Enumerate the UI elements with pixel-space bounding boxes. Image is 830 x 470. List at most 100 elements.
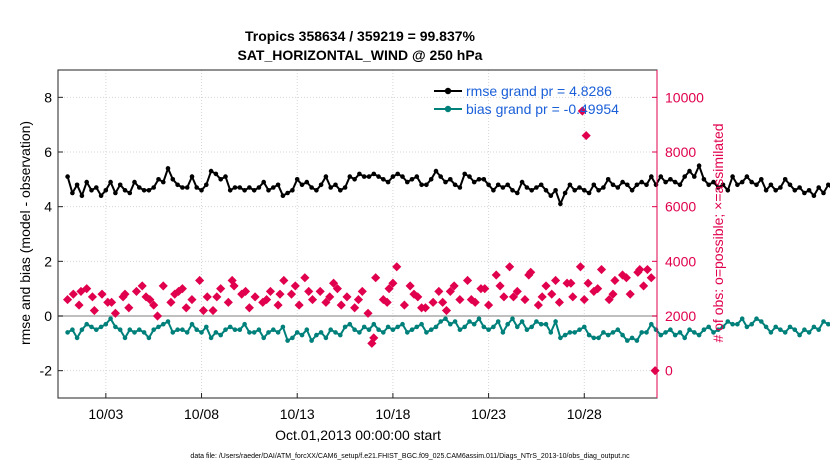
obs-count-point-13: [152, 311, 163, 321]
rmse-point-52: [314, 188, 319, 193]
tick-labels: 10/03 10/08 10/13 10/18 10/23 10/28 -2 0 2 4 6 8 0 20…: [40, 89, 705, 422]
rmse-point-89: [491, 188, 496, 193]
obs-count-point-23: [223, 297, 233, 307]
bias-point-115: [615, 327, 621, 333]
bias-point-60: [352, 327, 357, 333]
bias-point-128: [677, 330, 683, 335]
obs-count-point-96: [262, 295, 272, 305]
bias-point-73: [414, 324, 420, 330]
bias-point-23: [175, 327, 180, 333]
rmse-point-72: [409, 177, 415, 182]
obs-count-point-118: [579, 295, 589, 305]
rmse-point-46: [285, 190, 290, 196]
x-tick-label-2: 10/13: [280, 406, 315, 422]
rmse-point-147: [768, 182, 774, 188]
y-tick-label-0: -2: [40, 363, 53, 379]
rmse-point-11: [117, 182, 123, 188]
obs-count-point-30: [273, 300, 283, 310]
bias-point-139: [730, 321, 735, 327]
bias-point-102: [553, 319, 558, 324]
obs-count-point-101: [332, 284, 342, 294]
rmse-point-71: [405, 179, 410, 185]
bias-point-94: [515, 324, 520, 330]
rmse-point-122: [649, 174, 654, 179]
bias-point-10: [113, 324, 118, 330]
bias-point-130: [687, 327, 692, 333]
rmse-point-118: [629, 188, 635, 193]
rmse-point-109: [586, 190, 592, 196]
bias-point-21: [165, 319, 171, 324]
bias-point-97: [529, 324, 534, 330]
rmse-point-110: [591, 182, 597, 188]
bias-point-70: [400, 321, 405, 327]
y-tick-label-3: 4: [44, 199, 52, 215]
rmse-point-132: [696, 163, 702, 168]
rmse-point-24: [180, 185, 185, 190]
rmse-point-35: [232, 185, 238, 190]
rmse-point-151: [787, 182, 793, 188]
data-file-footer: data file: /Users/raeder/DAI/ATM_forcXX/…: [190, 453, 630, 460]
obs-count-point-88: [141, 292, 151, 302]
bias-point-105: [567, 330, 573, 335]
rmse-point-150: [782, 177, 788, 182]
obs-count-point-10: [131, 286, 142, 296]
obs-count-point-92: [198, 305, 209, 316]
obs-count-point-34: [300, 273, 310, 283]
axes: [57, 69, 658, 399]
bias-point-113: [605, 332, 611, 338]
bias-point-103: [558, 335, 563, 341]
obs-count-point-108: [438, 297, 448, 307]
obs-count-point-100: [325, 292, 335, 302]
bias-point-134: [706, 324, 711, 330]
obs-count-point-76: [596, 264, 607, 275]
rmse-point-54: [323, 174, 329, 179]
legend-bias-marker: [444, 105, 452, 113]
rmse-point-121: [644, 182, 649, 188]
rmse-point-43: [271, 185, 276, 190]
bias-point-8: [103, 321, 109, 327]
obs-count-point-111: [480, 284, 490, 294]
rmse-point-30: [208, 168, 214, 174]
rmse-point-107: [577, 185, 582, 190]
bias-point-28: [199, 330, 204, 335]
bias-point-14: [132, 330, 137, 335]
rmse-point-105: [567, 182, 573, 188]
y2-tick-label-5: 10000: [665, 89, 704, 105]
legend-bias-label: bias grand pr = -0.49954: [466, 101, 619, 117]
obs-count-point-33: [294, 300, 304, 310]
rmse-point-42: [266, 188, 271, 193]
rmse-point-66: [381, 177, 386, 182]
bias-point-58: [342, 324, 348, 330]
obs-count-point-105: [388, 278, 398, 288]
bias-point-35: [232, 327, 238, 333]
bias-point-40: [256, 327, 262, 333]
rmse-point-20: [161, 179, 166, 185]
obs-count-point-114: [524, 270, 534, 280]
obs-count-point-123: [642, 264, 652, 275]
bias-point-154: [802, 327, 807, 333]
bias-point-19: [156, 324, 161, 330]
bias-point-65: [376, 327, 381, 333]
rmse-point-157: [816, 185, 821, 190]
obs-count-point-106: [409, 289, 419, 299]
bias-point-101: [548, 330, 554, 335]
bias-point-7: [98, 324, 104, 330]
bias-point-89: [491, 324, 496, 330]
bias-point-30: [208, 335, 214, 341]
rmse-point-15: [137, 185, 142, 190]
bias-point-56: [333, 330, 338, 335]
bias-point-29: [204, 324, 209, 330]
obs-count-point-42: [357, 286, 367, 296]
rmse-point-91: [500, 185, 506, 190]
bias-point-26: [189, 321, 195, 327]
bias-point-43: [271, 327, 276, 333]
bias-point-119: [634, 338, 640, 343]
bias-point-1: [70, 327, 75, 333]
obs-count-point-124: [369, 333, 379, 343]
obs-count-point-82: [639, 281, 649, 291]
bias-point-32: [218, 332, 223, 338]
rmse-point-143: [749, 179, 754, 185]
rmse-point-31: [213, 171, 219, 177]
obs-count-point-125: [577, 106, 587, 116]
rmse-point-133: [701, 177, 707, 182]
